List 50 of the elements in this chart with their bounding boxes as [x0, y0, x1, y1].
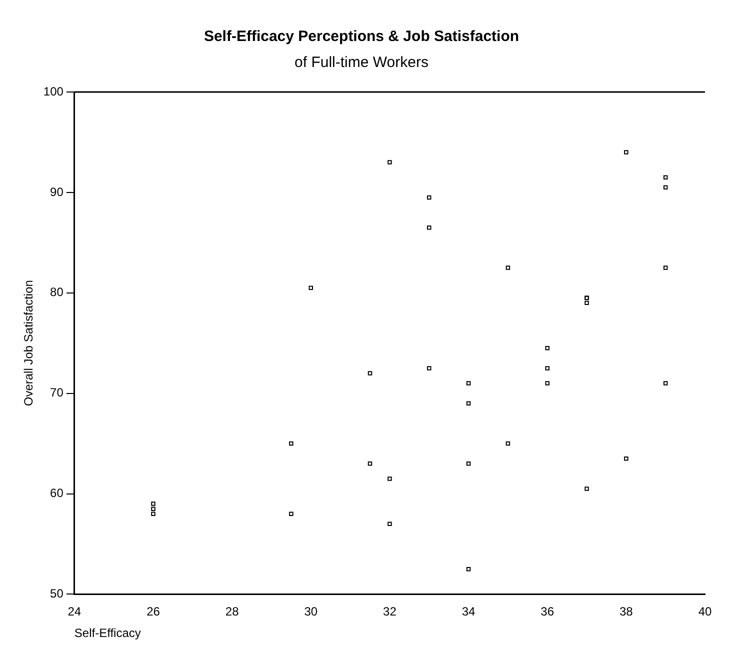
point — [466, 462, 471, 466]
point — [388, 476, 392, 481]
x-tick-label: 28 — [225, 604, 240, 619]
point — [151, 506, 156, 511]
x-tick-label: 36 — [540, 604, 554, 619]
x-tick-label: 32 — [383, 604, 397, 619]
x-tick-label: 24 — [68, 604, 82, 619]
chart-subtitle: of Full-time Workers — [294, 54, 428, 72]
point — [663, 185, 668, 190]
point — [368, 462, 372, 466]
y-tick-label: 60 — [50, 486, 64, 500]
point — [545, 346, 550, 350]
point — [663, 266, 668, 270]
point — [151, 502, 156, 506]
point — [584, 300, 589, 306]
y-tick-label: 100 — [43, 84, 64, 98]
chart-title: Self-Efficacy Perceptions & Job Satisfaction — [204, 28, 520, 46]
point — [663, 381, 668, 386]
point — [663, 175, 668, 180]
x-tick-label: 34 — [462, 604, 476, 619]
point — [426, 195, 432, 200]
point — [584, 486, 589, 491]
point — [624, 456, 628, 461]
x-tick-label: 38 — [620, 604, 634, 619]
point — [289, 441, 294, 446]
point — [426, 366, 432, 370]
point — [466, 401, 471, 406]
point — [368, 371, 372, 376]
y-tick-label: 70 — [50, 386, 64, 400]
y-tick-label: 80 — [50, 285, 64, 300]
y-axis-title: Overall Job Satisfaction — [22, 280, 36, 406]
point — [426, 225, 432, 230]
point — [308, 286, 314, 290]
point — [506, 441, 510, 446]
point — [466, 566, 471, 572]
x-tick-label: 40 — [698, 604, 712, 619]
point — [506, 266, 510, 270]
x-tick-label: 30 — [304, 604, 318, 619]
point — [545, 381, 550, 386]
point — [388, 522, 392, 526]
point — [624, 150, 628, 154]
point — [545, 366, 550, 370]
x-tick-label: 26 — [146, 604, 160, 619]
point — [466, 381, 471, 386]
point — [151, 512, 156, 516]
x-axis-title: Self-Efficacy — [74, 626, 141, 640]
y-tick-label: 50 — [50, 586, 64, 601]
point — [289, 512, 294, 516]
y-tick-label: 90 — [50, 184, 64, 199]
point — [388, 160, 392, 164]
